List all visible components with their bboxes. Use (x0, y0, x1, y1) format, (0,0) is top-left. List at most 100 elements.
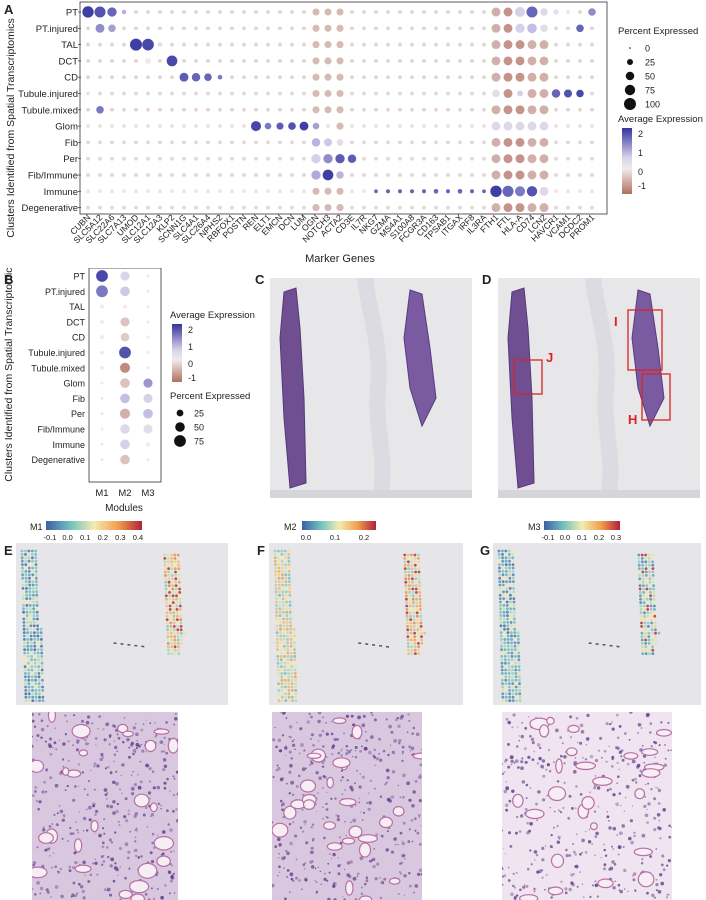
panel-a-legend-pct-dot (624, 98, 636, 110)
nucleus (312, 744, 315, 747)
map-spot (33, 648, 37, 651)
nucleus (365, 730, 367, 733)
map-spot (291, 695, 294, 699)
map-spot (283, 668, 287, 672)
map-spot (172, 625, 176, 628)
map-spot (285, 617, 289, 621)
map-spot (645, 574, 648, 577)
panel-a-dot (491, 154, 501, 164)
tubule-lumen (348, 825, 363, 839)
panel-b-dot (119, 408, 131, 419)
map-spot (289, 641, 293, 645)
panel-a-dot (482, 59, 486, 63)
nucleus (399, 871, 401, 873)
nucleus (294, 834, 298, 838)
panel-a-dot (434, 124, 438, 128)
nucleus (114, 862, 117, 865)
panel-a-dot (410, 10, 414, 14)
nucleus (574, 864, 579, 869)
map-spot (287, 675, 290, 679)
map-spot (41, 695, 45, 699)
nucleus (401, 795, 405, 799)
panel-a-dot (276, 122, 284, 130)
map-spot (27, 675, 31, 679)
nucleus (553, 810, 556, 813)
nucleus (617, 845, 622, 849)
map-spot (415, 591, 418, 594)
map-spot (171, 580, 174, 584)
map-spot (512, 607, 516, 611)
colorbar-tick: 0.1 (577, 533, 587, 542)
map-spot (512, 604, 516, 607)
map-spot (647, 560, 651, 564)
nucleus (541, 798, 546, 802)
nucleus (322, 787, 324, 789)
map-spot (173, 557, 177, 560)
nucleus (160, 807, 162, 810)
nucleus (281, 734, 285, 737)
panel-a-dot (134, 107, 138, 112)
nucleus (386, 830, 389, 833)
nucleus (591, 843, 593, 845)
map-spot (505, 587, 509, 590)
map-spot (639, 618, 643, 621)
map-spot (500, 665, 504, 668)
map-spot (518, 692, 522, 696)
nucleus (78, 811, 80, 813)
nucleus (137, 774, 139, 776)
map-spot (177, 648, 181, 652)
nucleus (623, 868, 627, 873)
nucleus (592, 884, 594, 887)
panel-a-dot (503, 105, 513, 115)
nucleus (49, 737, 52, 741)
nucleus (153, 846, 156, 849)
nucleus (622, 846, 625, 848)
panel-a-dot (182, 91, 186, 96)
nucleus (322, 775, 326, 778)
map-spot (505, 699, 508, 702)
map-spot (641, 648, 644, 652)
map-spot (274, 583, 278, 587)
map-spot (637, 560, 641, 564)
nucleus (408, 828, 411, 831)
map-spot (280, 668, 283, 672)
nucleus (610, 722, 612, 725)
nucleus (75, 894, 78, 896)
map-spot (513, 617, 516, 621)
nucleus (564, 887, 568, 891)
map-spot (34, 689, 38, 692)
nucleus (603, 848, 606, 852)
nucleus (338, 836, 342, 839)
nucleus (85, 742, 89, 746)
panel-a-dot (146, 75, 150, 80)
map-spot (290, 678, 294, 682)
map-spot (642, 584, 645, 587)
panel-a-dot (218, 156, 222, 161)
map-spot (22, 604, 25, 607)
nucleus (399, 718, 402, 720)
nucleus (658, 744, 661, 747)
panel-a-dot (324, 89, 332, 98)
panel-b-dot (120, 378, 130, 388)
map-spot (641, 580, 645, 584)
panel-b-dot (120, 271, 130, 281)
map-spot (413, 557, 417, 560)
map-spot (503, 624, 506, 628)
map-spot (169, 621, 173, 625)
panel-a-dot (578, 59, 582, 63)
nucleus (619, 889, 623, 894)
nucleus (165, 721, 168, 724)
nucleus (524, 727, 527, 730)
nucleus (119, 788, 121, 791)
map-spot (645, 577, 648, 581)
nucleus (69, 832, 73, 836)
panel-a-dot (158, 189, 162, 194)
map-spot (26, 658, 30, 662)
nucleus (408, 719, 411, 722)
nucleus (162, 758, 167, 762)
map-spot (174, 580, 178, 584)
map-spot (169, 631, 173, 635)
map-spot (286, 638, 289, 641)
map-spot (518, 682, 521, 685)
nucleus (611, 860, 615, 864)
